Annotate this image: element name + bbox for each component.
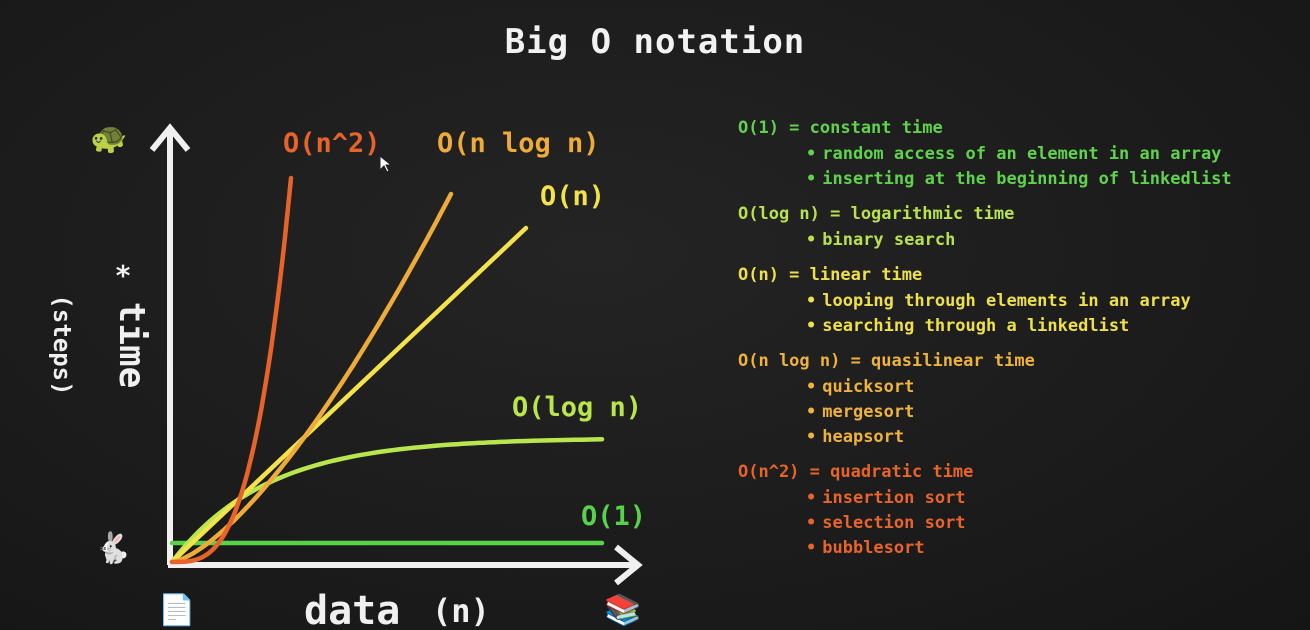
series-label-o-log-n: O(log n) (512, 392, 642, 423)
legend-items: insertion sortselection sortbubblesort (738, 486, 1298, 561)
legend-item: heapsort (806, 425, 1298, 450)
series-label-o-n-squared: O(n^2) (283, 128, 381, 159)
legend-items: binary search (738, 228, 1298, 253)
rabbit-icon: 🐇 (94, 531, 132, 566)
series-line-o-n-squared (169, 175, 294, 565)
y-axis-sublabel: (steps) (48, 294, 76, 395)
legend-item: bubblesort (806, 536, 1298, 561)
complexity-chart: O(n^2) O(n log n) O(n) O(log n) O(1) tim… (48, 123, 646, 630)
legend-group: O(log n) = logarithmic time binary search (738, 202, 1298, 253)
y-axis-label-group: time (111, 302, 152, 389)
legend-item: insertion sort (806, 486, 1298, 511)
page-icon: 📄 (158, 593, 196, 628)
series-label-o-n: O(n) (540, 181, 605, 212)
legend-heading: O(log n) = logarithmic time (738, 204, 1015, 224)
legend-item: random access of an element in an array (806, 142, 1298, 167)
legend-items: quicksortmergesortheapsort (738, 375, 1298, 450)
legend-items: random access of an element in an arrayi… (738, 142, 1298, 192)
series-line-o-n (169, 225, 529, 565)
page-title: Big O notation (504, 22, 806, 62)
turtle-icon: 🐢 (90, 121, 128, 156)
legend-heading: O(n) = linear time (738, 265, 923, 285)
series-label-o-n-log-n: O(n log n) (437, 128, 600, 159)
series-line-o-n-log-n (169, 191, 454, 565)
books-icon: 📚 (604, 593, 642, 628)
legend-heading: O(n log n) = quasilinear time (738, 351, 1035, 371)
legend-heading: O(1) = constant time (738, 118, 943, 138)
legend-group: O(n^2) = quadratic time insertion sortsel… (738, 460, 1298, 561)
legend-item: looping through elements in an array (806, 289, 1298, 314)
y-axis-label: time (111, 302, 152, 389)
legend-group: O(n) = linear time looping through elemen… (738, 263, 1298, 339)
y-axis-sublabel-group: (steps) (48, 294, 76, 395)
legend-group: O(1) = constant time random access of an … (738, 116, 1298, 192)
x-axis-label: data (304, 588, 400, 630)
legend-item: binary search (806, 228, 1298, 253)
complexity-legend: O(1) = constant time random access of an … (738, 116, 1298, 571)
legend-item: selection sort (806, 511, 1298, 536)
legend-item: mergesort (806, 400, 1298, 425)
legend-group: O(n log n) = quasilinear time quicksortme… (738, 349, 1298, 450)
series-label-o1: O(1) (581, 501, 646, 532)
x-axis-label-suffix: (n) (432, 592, 490, 630)
cursor-icon (379, 154, 393, 173)
legend-item: searching through a linkedlist (806, 314, 1298, 339)
legend-item: inserting at the beginning of linkedlist (806, 167, 1298, 192)
y-axis-label-mark: * (115, 259, 132, 292)
x-axis-arrow (614, 544, 643, 586)
legend-item: quicksort (806, 375, 1298, 400)
legend-heading: O(n^2) = quadratic time (738, 462, 974, 482)
y-axis-arrow (149, 123, 191, 152)
legend-items: looping through elements in an arraysear… (738, 289, 1298, 339)
